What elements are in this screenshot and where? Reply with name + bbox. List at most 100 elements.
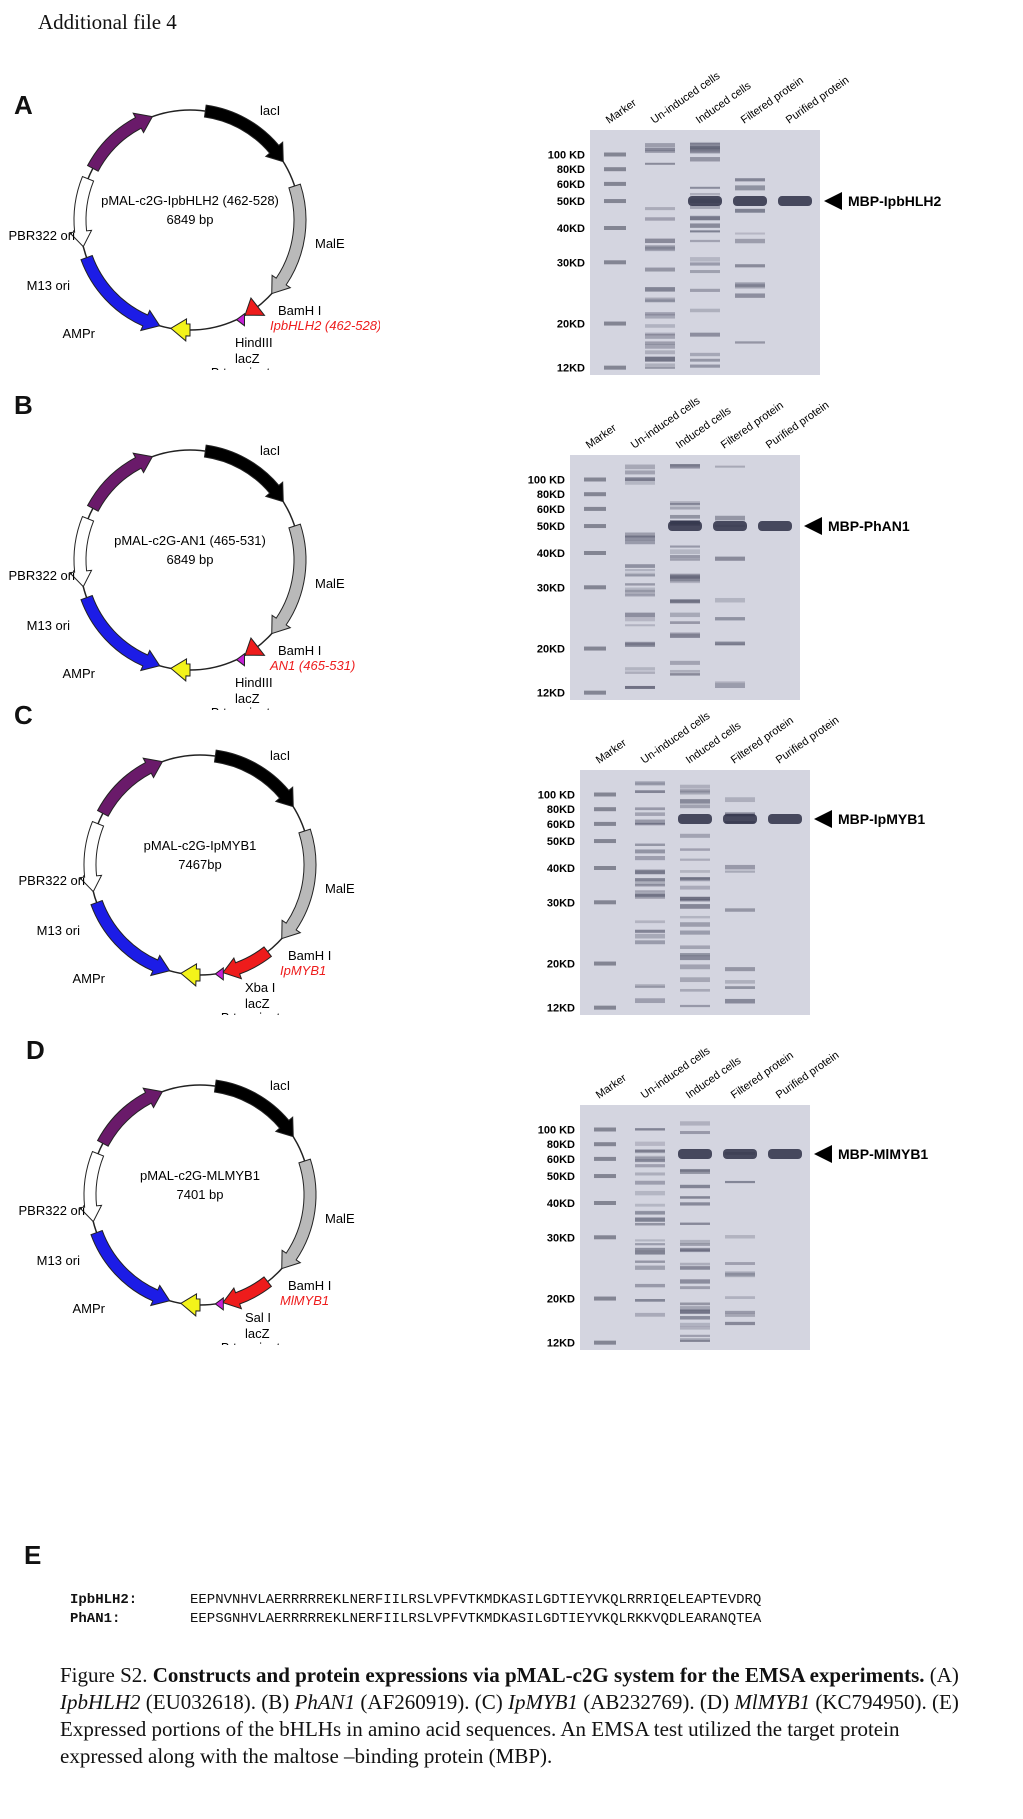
marker-label: 40KD — [547, 1198, 575, 1210]
plasmid-label-m13: M13 ori — [27, 618, 70, 633]
gel-band — [680, 896, 710, 901]
gel-band — [635, 1211, 665, 1215]
gel-band — [625, 536, 655, 541]
gel-background — [590, 130, 820, 375]
gel-band — [670, 574, 700, 579]
caption-part: IpbHLH2 — [60, 1690, 141, 1714]
sequence-text-1: EEPNVNHVLAERRRRREKLNERFIILRSLVPFVTKMDKAS… — [190, 1592, 762, 1608]
gel-band — [680, 791, 710, 795]
gel-band — [635, 1157, 665, 1160]
panel-letter: B — [14, 390, 33, 420]
marker-label: 40KD — [557, 223, 585, 235]
gel-band — [625, 643, 655, 647]
figure-caption: Figure S2. Constructs and protein expres… — [60, 1662, 960, 1770]
gel-band — [635, 781, 665, 785]
panel-letter-e: E — [24, 1540, 42, 1570]
marker-label: 30KD — [547, 1232, 575, 1244]
marker-label: 20KD — [537, 644, 565, 656]
gel-band — [670, 660, 700, 665]
target-band — [723, 814, 757, 824]
marker-label: 50KD — [537, 521, 565, 533]
gel-band — [725, 1272, 755, 1278]
gel-band — [635, 998, 665, 1004]
gel-band — [680, 848, 710, 851]
male-arrow — [281, 1158, 317, 1270]
plasmid-label-m13: M13 ori — [37, 1253, 80, 1268]
marker-label: 12KD — [537, 688, 565, 700]
target-band — [678, 814, 712, 824]
marker-label: 100 KD — [548, 150, 585, 162]
lacz-marker — [235, 652, 245, 667]
gel-band — [680, 1326, 710, 1330]
caption-part: (AF260919). (C) — [355, 1690, 508, 1714]
laci-arrow — [213, 749, 294, 808]
gel-band — [625, 667, 655, 671]
ladder-band — [594, 1127, 616, 1132]
gel-band — [635, 984, 665, 987]
caption-part: (AB232769). (D) — [578, 1690, 735, 1714]
target-band — [723, 1149, 757, 1159]
gel-band — [690, 143, 720, 148]
gel-band — [715, 465, 745, 468]
gel-band — [680, 1266, 710, 1270]
gel-band — [645, 366, 675, 369]
gel-band — [635, 843, 665, 846]
pbr322-arrow — [96, 1087, 164, 1147]
gel-band — [645, 314, 675, 319]
plasmid-label-pbr: PBR322 ori — [19, 873, 86, 888]
ladder-band — [594, 1005, 616, 1010]
gel-band — [635, 1210, 665, 1215]
plasmid-label-bamh: BamH I — [278, 303, 321, 318]
gel-band — [715, 515, 745, 521]
sequence-name: PhAN1: — [70, 1611, 121, 1627]
protein-arrow-icon — [814, 1145, 832, 1163]
marker-label: 12KD — [547, 1338, 575, 1350]
ladder-band — [594, 1142, 616, 1147]
gel-band — [680, 804, 710, 809]
caption-part: (A) — [924, 1663, 959, 1687]
plasmid-label-lacI: lacI — [270, 1078, 290, 1093]
plasmid-label-insert: MlMYB1 — [280, 1293, 329, 1308]
gel-band — [680, 1247, 710, 1252]
rrnb-block — [170, 658, 191, 682]
gel-band — [625, 589, 655, 595]
gel-band — [680, 1169, 710, 1174]
gel-band — [680, 930, 710, 935]
gel-band — [625, 470, 655, 475]
gel-band — [680, 858, 710, 861]
lacz-marker — [214, 966, 224, 981]
gel-band — [725, 1235, 755, 1239]
m13-arrow — [68, 515, 95, 588]
ampr-arrow — [80, 254, 161, 332]
gel-band — [635, 1260, 665, 1263]
gel-band — [635, 856, 665, 861]
gel-band — [680, 1286, 710, 1290]
gel-band — [635, 1283, 665, 1288]
target-band — [668, 521, 702, 532]
caption-part: MlMYB1 — [734, 1690, 811, 1714]
gel-band — [690, 192, 720, 196]
ampr-arrow — [90, 1229, 171, 1307]
gel-band — [635, 812, 665, 816]
plasmid-size: 7401 bp — [177, 1187, 224, 1202]
marker-label: 80KD — [547, 1139, 575, 1151]
plasmid-label-lacz: lacZ — [235, 691, 260, 706]
gel-band — [625, 464, 655, 470]
laci-arrow — [213, 1079, 294, 1138]
ladder-band — [594, 839, 616, 844]
gel-band — [635, 1203, 665, 1207]
marker-label: 100 KD — [538, 1125, 575, 1137]
gel-band — [680, 1243, 710, 1246]
protein-arrow-icon — [824, 192, 842, 211]
ladder-band — [594, 1340, 616, 1345]
gel-band — [670, 612, 700, 618]
gel-band — [715, 681, 745, 684]
gel-band — [670, 621, 700, 624]
gel-band — [635, 1149, 665, 1153]
gel-band — [690, 358, 720, 362]
plasmid-label-rrnb: rrnB terminator — [205, 1340, 292, 1345]
gel-band — [645, 217, 675, 221]
gel-band — [625, 480, 655, 485]
gel-band — [625, 671, 655, 674]
